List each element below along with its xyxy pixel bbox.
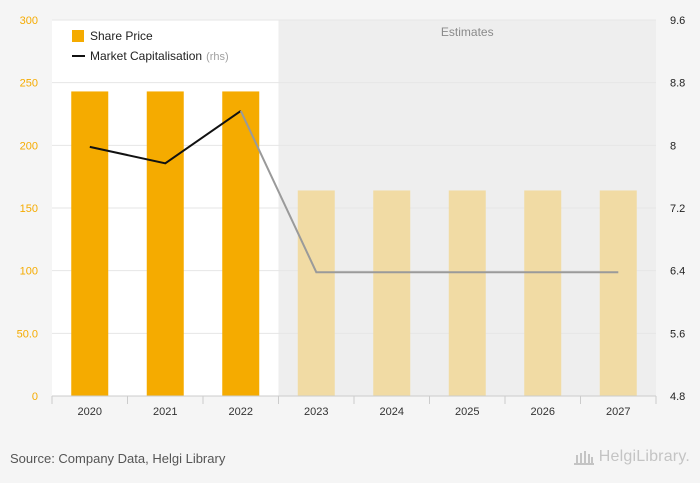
- left-axis-tick-label: 200: [20, 140, 38, 152]
- left-axis-tick-label: 50.0: [17, 328, 38, 340]
- right-axis-tick-label: 6.4: [670, 266, 685, 278]
- x-axis-tick-label: 2023: [304, 406, 328, 418]
- bar-share-price: [599, 190, 637, 396]
- legend-label-rhs-suffix: (rhs): [206, 51, 229, 63]
- left-axis-tick-label: 300: [20, 15, 38, 27]
- bar-share-price: [222, 91, 260, 396]
- helgi-library-brand[interactable]: HelgiLibrary.: [573, 448, 690, 466]
- right-axis-tick-label: 8.8: [670, 78, 685, 90]
- estimates-label: Estimates: [441, 25, 494, 39]
- bar-share-price: [373, 190, 411, 396]
- left-axis-tick-label: 100: [20, 266, 38, 278]
- left-axis-tick-label: 150: [20, 203, 38, 215]
- legend-swatch-share-price: [72, 30, 84, 42]
- bar-share-price: [297, 190, 335, 396]
- library-building-icon: [573, 451, 594, 465]
- bar-share-price: [146, 91, 184, 396]
- right-axis-tick-label: 5.6: [670, 328, 685, 340]
- right-axis-tick-label: 7.2: [670, 203, 685, 215]
- line-market-cap-actual: [89, 110, 242, 165]
- legend-label-share-price: Share Price: [90, 29, 153, 43]
- right-axis-tick-label: 8: [670, 140, 676, 152]
- right-axis-tick-label: 4.8: [670, 391, 685, 403]
- bar-share-price: [524, 190, 562, 396]
- x-axis-tick-label: 2022: [229, 406, 253, 418]
- x-axis-tick-label: 2025: [455, 406, 479, 418]
- bar-share-price: [71, 91, 109, 396]
- x-axis-tick-label: 2027: [606, 406, 630, 418]
- bar-share-price: [448, 190, 486, 396]
- brand-name: HelgiLibrary.: [598, 448, 690, 465]
- line-market-cap-estimate: [239, 110, 619, 274]
- x-axis-tick-label: 2026: [531, 406, 555, 418]
- left-axis-tick-label: 0: [32, 391, 38, 403]
- source-note: Source: Company Data, Helgi Library: [10, 451, 226, 466]
- x-axis-tick-label: 2020: [78, 406, 102, 418]
- x-axis-tick-label: 2021: [153, 406, 177, 418]
- x-axis-tick-label: 2024: [380, 406, 404, 418]
- left-axis-tick-label: 250: [20, 78, 38, 90]
- right-axis-tick-label: 9.6: [670, 15, 685, 27]
- legend-label-market-cap: Market Capitalisation: [90, 49, 202, 63]
